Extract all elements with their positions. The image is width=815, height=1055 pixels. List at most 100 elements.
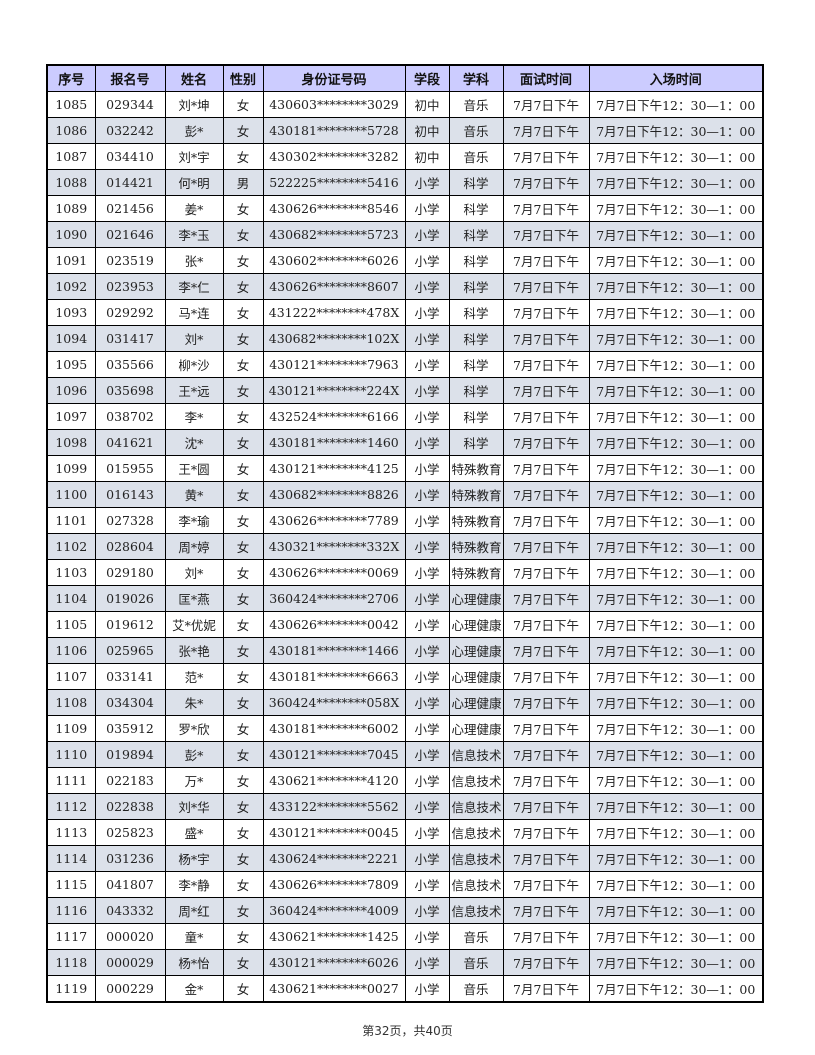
cell-gender: 女: [222, 143, 264, 170]
cell-entry-time: 7月7日下午12：30—1：00: [588, 299, 764, 326]
table-row: 1108 034304 朱* 女 360424********058X 小学 心理健康 7月7…: [46, 689, 764, 716]
cell-name: 王*圆: [164, 455, 224, 482]
cell-name: 朱*: [164, 689, 224, 716]
cell-reg-no: 015955: [94, 455, 166, 482]
cell-subject: 音乐: [448, 143, 504, 170]
cell-interview-time: 7月7日下午: [502, 351, 590, 378]
cell-subject: 信息技术: [448, 793, 504, 820]
cell-name: 黄*: [164, 481, 224, 508]
cell-name: 罗*欣: [164, 715, 224, 742]
cell-level: 小学: [404, 351, 450, 378]
cell-name: 张*: [164, 247, 224, 274]
cell-subject: 心理健康: [448, 715, 504, 742]
cell-entry-time: 7月7日下午12：30—1：00: [588, 533, 764, 560]
table-row: 1092 023953 李*仁女 430626********8607 小学 科学 7月7日…: [46, 273, 764, 300]
cell-level: 小学: [404, 793, 450, 820]
cell-gender: 女: [222, 403, 264, 430]
cell-id-number: 360424********4009: [262, 897, 406, 924]
cell-gender: 女: [222, 559, 264, 586]
cell-interview-time: 7月7日下午: [502, 247, 590, 274]
table-row: 1093 029292 马*连女 431222********478X 小学 科学 7月7日…: [46, 299, 764, 326]
cell-level: 小学: [404, 247, 450, 274]
cell-name: 彭*: [164, 741, 224, 768]
cell-entry-time: 7月7日下午12：30—1：00: [588, 585, 764, 612]
cell-reg-no: 041807: [94, 871, 166, 898]
cell-seq: 1092: [46, 273, 96, 300]
cell-reg-no: 016143: [94, 481, 166, 508]
cell-id-number: 430682********5723: [262, 221, 406, 248]
cell-gender: 女: [222, 91, 264, 118]
cell-reg-no: 022838: [94, 793, 166, 820]
cell-level: 初中: [404, 91, 450, 118]
cell-interview-time: 7月7日下午: [502, 325, 590, 352]
cell-entry-time: 7月7日下午12：30—1：00: [588, 325, 764, 352]
cell-id-number: 430181********5728: [262, 117, 406, 144]
candidate-table: 序号 报名号 姓名 性别 身份证号码 学段 学科 面试时间 入场时间 1085 029344 刘*坤…: [46, 64, 764, 1003]
cell-level: 小学: [404, 923, 450, 950]
table-row: 1100 016143 黄* 女 430682********8826 小学 特殊教育 7月7…: [46, 481, 764, 508]
cell-entry-time: 7月7日下午12：30—1：00: [588, 91, 764, 118]
cell-gender: 女: [222, 117, 264, 144]
cell-reg-no: 019894: [94, 741, 166, 768]
cell-interview-time: 7月7日下午: [502, 585, 590, 612]
cell-id-number: 430121********0045: [262, 819, 406, 846]
cell-seq: 1117: [46, 923, 96, 950]
cell-subject: 特殊教育: [448, 507, 504, 534]
cell-name: 匡*燕: [164, 585, 224, 612]
table-row: 1097 038702 李* 女 432524********6166 小学 科学 7月7日下…: [46, 403, 764, 430]
cell-seq: 1088: [46, 169, 96, 196]
cell-interview-time: 7月7日下午: [502, 117, 590, 144]
cell-level: 小学: [404, 611, 450, 638]
cell-gender: 女: [222, 975, 264, 1003]
cell-subject: 信息技术: [448, 819, 504, 846]
cell-gender: 女: [222, 585, 264, 612]
table-row: 1112 022838 刘*华女 433122********5562 小学 信息技术 7月…: [46, 793, 764, 820]
cell-level: 小学: [404, 559, 450, 586]
cell-subject: 科学: [448, 325, 504, 352]
cell-entry-time: 7月7日下午12：30—1：00: [588, 897, 764, 924]
header-reg-no: 报名号: [94, 64, 166, 92]
cell-level: 小学: [404, 325, 450, 352]
cell-entry-time: 7月7日下午12：30—1：00: [588, 169, 764, 196]
cell-interview-time: 7月7日下午: [502, 221, 590, 248]
cell-name: 盛*: [164, 819, 224, 846]
table-row: 1106 025965 张*艳女 430181********1466 小学 心理健康 7月…: [46, 637, 764, 664]
cell-entry-time: 7月7日下午12：30—1：00: [588, 689, 764, 716]
table-row: 1089 021456 姜* 女 430626********8546 小学 科学 7月7日下…: [46, 195, 764, 222]
cell-gender: 女: [222, 637, 264, 664]
cell-interview-time: 7月7日下午: [502, 871, 590, 898]
cell-seq: 1118: [46, 949, 96, 976]
cell-seq: 1096: [46, 377, 96, 404]
table-row: 1116 043332 周*红女 360424********4009 小学 信息技术 7月…: [46, 897, 764, 924]
cell-interview-time: 7月7日下午: [502, 273, 590, 300]
cell-entry-time: 7月7日下午12：30—1：00: [588, 481, 764, 508]
cell-interview-time: 7月7日下午: [502, 195, 590, 222]
cell-subject: 心理健康: [448, 689, 504, 716]
cell-id-number: 430302********3282: [262, 143, 406, 170]
cell-id-number: 360424********058X: [262, 689, 406, 716]
table-row: 1087 034410 刘*宇女 430302********3282 初中 音乐 7月7日…: [46, 143, 764, 170]
table-header-row: 序号 报名号 姓名 性别 身份证号码 学段 学科 面试时间 入场时间: [46, 64, 764, 92]
cell-entry-time: 7月7日下午12：30—1：00: [588, 507, 764, 534]
table-row: 1104 019026 匡*燕女 360424********2706 小学 心理健康 7月…: [46, 585, 764, 612]
cell-id-number: 430321********332X: [262, 533, 406, 560]
cell-id-number: 430682********8826: [262, 481, 406, 508]
cell-seq: 1116: [46, 897, 96, 924]
cell-subject: 心理健康: [448, 611, 504, 638]
cell-id-number: 430626********8546: [262, 195, 406, 222]
cell-name: 彭*: [164, 117, 224, 144]
cell-seq: 1085: [46, 91, 96, 118]
cell-reg-no: 031417: [94, 325, 166, 352]
cell-entry-time: 7月7日下午12：30—1：00: [588, 429, 764, 456]
cell-entry-time: 7月7日下午12：30—1：00: [588, 663, 764, 690]
cell-seq: 1115: [46, 871, 96, 898]
cell-gender: 女: [222, 741, 264, 768]
cell-reg-no: 035566: [94, 351, 166, 378]
cell-level: 小学: [404, 533, 450, 560]
table-row: 1111 022183 万* 女 430621********4120 小学 信息技术 7月7…: [46, 767, 764, 794]
cell-name: 周*红: [164, 897, 224, 924]
cell-entry-time: 7月7日下午12：30—1：00: [588, 377, 764, 404]
cell-entry-time: 7月7日下午12：30—1：00: [588, 715, 764, 742]
cell-subject: 科学: [448, 221, 504, 248]
cell-gender: 女: [222, 299, 264, 326]
